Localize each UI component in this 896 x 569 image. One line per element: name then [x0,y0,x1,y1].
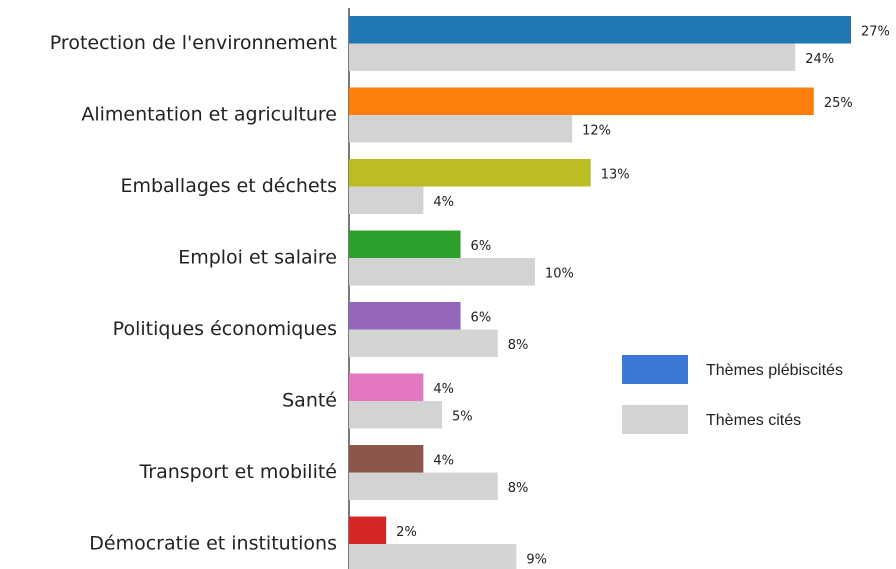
category-label: Démocratie et institutions [89,533,337,555]
bar [349,258,535,286]
value-label: 4% [433,382,454,397]
bar [349,115,573,143]
category-label: Transport et mobilité [138,461,337,483]
bar [349,43,796,71]
value-label: 4% [433,453,454,468]
bar [349,401,442,429]
bar [349,445,424,473]
legend-swatch [622,405,688,434]
value-label: 8% [508,338,529,353]
category-label: Politiques économiques [113,318,337,340]
value-label: 12% [582,123,611,138]
category-label: Emballages et déchets [120,175,337,197]
value-label: 24% [805,52,834,67]
value-label: 5% [452,409,473,424]
value-label: 8% [508,481,529,496]
legend-label: Thèmes cités [706,412,801,429]
bar [349,230,461,258]
bar [349,472,498,500]
value-label: 9% [526,552,547,567]
bar [349,544,517,569]
category-label: Emploi et salaire [178,247,337,269]
category-label: Alimentation et agriculture [81,104,337,126]
value-label: 6% [471,310,492,325]
bar [349,329,498,357]
value-label: 13% [601,167,630,182]
value-label: 6% [471,239,492,254]
value-label: 4% [433,195,454,210]
bar [349,516,387,544]
legend-swatch [622,355,688,384]
value-label: 27% [861,24,890,39]
category-label: Protection de l'environnement [50,32,337,54]
bar [349,87,814,115]
bar [349,16,851,44]
category-label: Santé [282,390,337,412]
value-label: 25% [824,96,853,111]
bar [349,302,461,330]
bar [349,373,424,401]
value-label: 2% [396,525,417,540]
legend-label: Thèmes plébiscités [706,362,843,379]
bar [349,186,424,214]
value-label: 10% [545,266,574,281]
bar [349,159,591,187]
